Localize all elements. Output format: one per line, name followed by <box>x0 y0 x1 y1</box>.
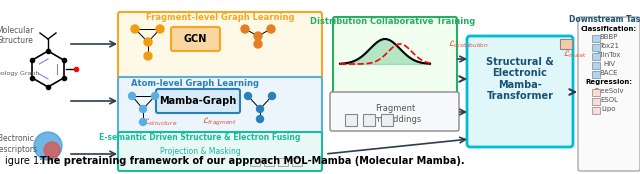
Bar <box>345 114 357 126</box>
Text: BACE: BACE <box>600 70 618 76</box>
Text: e_M: e_M <box>291 158 303 164</box>
Bar <box>363 114 375 126</box>
Circle shape <box>140 105 147 113</box>
Text: Molecular
Structure: Molecular Structure <box>0 26 34 45</box>
Bar <box>592 107 600 114</box>
Text: $\mathcal{L}_{fragment}$: $\mathcal{L}_{fragment}$ <box>202 116 237 128</box>
Text: Projection & Masking: Projection & Masking <box>159 148 241 156</box>
Bar <box>250 158 260 166</box>
Text: Mamba-Graph: Mamba-Graph <box>159 96 237 106</box>
Text: Structural &
Electronic
Mamba-
Transformer: Structural & Electronic Mamba- Transform… <box>486 57 554 101</box>
Text: $\mathcal{L}_{mask}$: $\mathcal{L}_{mask}$ <box>563 48 587 60</box>
Circle shape <box>44 142 60 158</box>
Text: eₗ: eₗ <box>280 159 285 164</box>
Bar <box>592 98 600 105</box>
Bar <box>592 62 600 69</box>
Bar <box>592 44 600 51</box>
FancyBboxPatch shape <box>330 92 459 131</box>
Text: FreeSolv: FreeSolv <box>595 88 624 94</box>
Text: $\mathcal{L}_{distribution}$: $\mathcal{L}_{distribution}$ <box>448 38 489 50</box>
Text: E-semantic Driven Structure & Electron Fusing: E-semantic Driven Structure & Electron F… <box>99 133 301 143</box>
FancyBboxPatch shape <box>118 77 322 136</box>
Circle shape <box>244 93 252 100</box>
Circle shape <box>129 93 136 100</box>
Circle shape <box>131 25 139 33</box>
Text: Fragment-level Graph Learning: Fragment-level Graph Learning <box>146 13 294 22</box>
Text: Topology Graph: Topology Graph <box>0 72 40 77</box>
Circle shape <box>254 32 262 40</box>
FancyBboxPatch shape <box>171 27 220 51</box>
Text: Atom-level Graph Learning: Atom-level Graph Learning <box>131 80 259 89</box>
Circle shape <box>156 25 164 33</box>
Text: BBBP: BBBP <box>600 34 618 40</box>
Circle shape <box>269 93 275 100</box>
Circle shape <box>257 105 264 113</box>
Circle shape <box>152 93 159 100</box>
Bar <box>592 35 600 42</box>
Bar <box>292 158 302 166</box>
Bar <box>592 71 600 78</box>
Text: The pretraining framework of our approach MOL-Mamba (Molecular Mamba).: The pretraining framework of our approac… <box>40 156 465 166</box>
Text: Classification:: Classification: <box>581 26 637 32</box>
FancyBboxPatch shape <box>578 17 640 171</box>
Text: $\mathcal{L}_{structure}$: $\mathcal{L}_{structure}$ <box>143 116 177 128</box>
Bar <box>264 158 274 166</box>
Circle shape <box>257 116 264 122</box>
Text: Distribution Collaborative Training: Distribution Collaborative Training <box>310 18 476 26</box>
Text: Lipo: Lipo <box>602 106 616 112</box>
Circle shape <box>254 40 262 48</box>
Circle shape <box>241 25 249 33</box>
Circle shape <box>140 118 147 125</box>
FancyBboxPatch shape <box>118 12 322 81</box>
Bar <box>560 39 572 49</box>
Text: Downstream Tasks: Downstream Tasks <box>568 14 640 23</box>
Text: HIV: HIV <box>603 61 615 67</box>
Text: ClinTox: ClinTox <box>597 52 621 58</box>
Bar <box>381 114 393 126</box>
Text: e₁: e₁ <box>252 159 258 164</box>
Text: GCN: GCN <box>184 34 207 44</box>
FancyBboxPatch shape <box>156 89 240 113</box>
Circle shape <box>144 52 152 60</box>
Circle shape <box>267 25 275 33</box>
Text: Fragment
Embeddings: Fragment Embeddings <box>369 104 421 124</box>
Bar <box>592 89 600 96</box>
FancyBboxPatch shape <box>467 36 573 147</box>
Circle shape <box>34 132 62 160</box>
Text: Regression:: Regression: <box>586 79 632 85</box>
FancyBboxPatch shape <box>333 17 457 96</box>
Text: Electronic
Descriptors: Electronic Descriptors <box>0 134 37 154</box>
Text: igure 1:: igure 1: <box>5 156 45 166</box>
Bar <box>592 53 600 60</box>
Bar <box>278 158 288 166</box>
FancyBboxPatch shape <box>118 132 322 171</box>
Text: Tox21: Tox21 <box>599 43 619 49</box>
Text: e₂: e₂ <box>266 159 272 164</box>
Circle shape <box>144 38 152 46</box>
Text: ESOL: ESOL <box>600 97 618 103</box>
